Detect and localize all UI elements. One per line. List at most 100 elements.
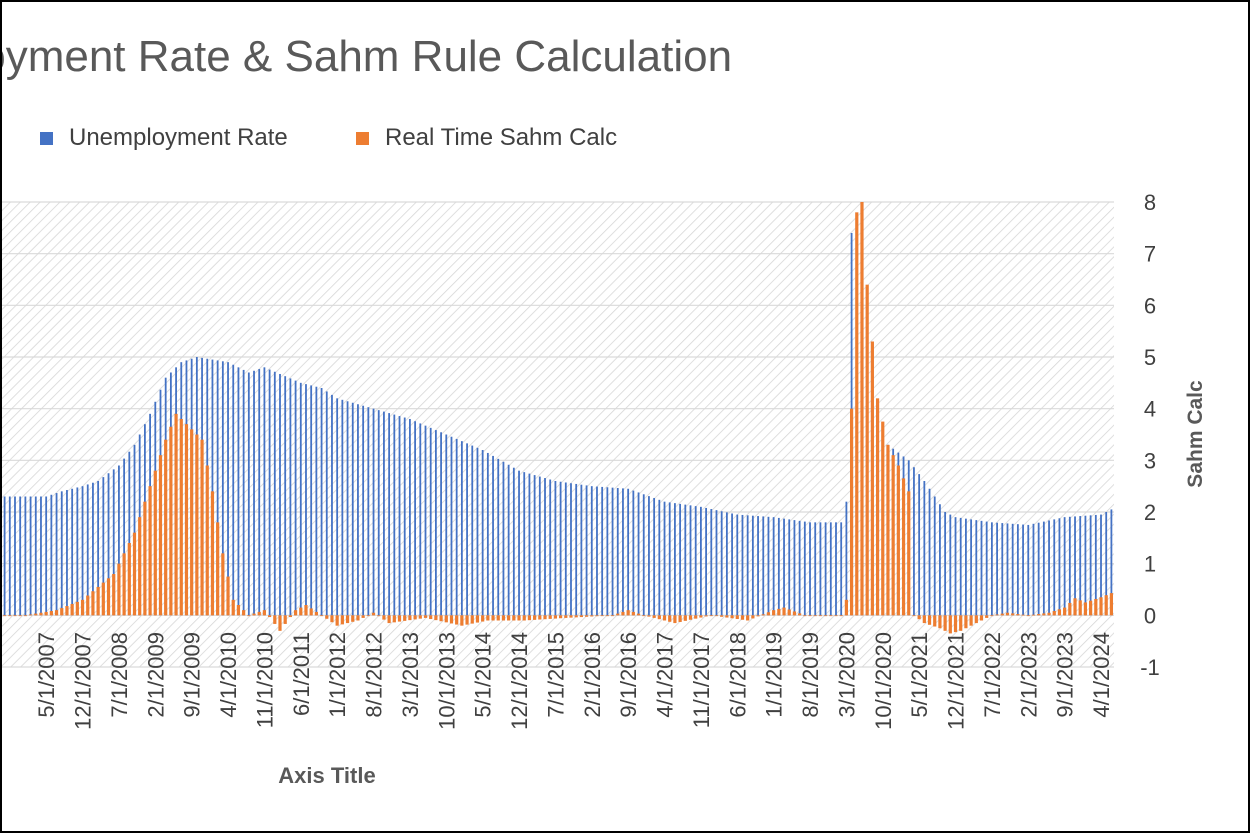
sahm-bar — [34, 613, 38, 616]
x-tick-label: 5/1/2021 — [907, 632, 932, 718]
unemployment-bar — [731, 513, 733, 616]
sahm-bar — [626, 610, 630, 616]
unemployment-bar — [809, 522, 811, 616]
sahm-bars — [2, 202, 1114, 634]
unemployment-bar — [507, 464, 510, 616]
sahm-bar — [226, 576, 230, 616]
sahm-bar — [491, 615, 495, 621]
unemployment-bar — [939, 504, 941, 616]
unemployment-bar — [783, 518, 785, 616]
y-tick-label: 2 — [1144, 500, 1156, 525]
sahm-bar — [1016, 614, 1020, 616]
sahm-bar — [517, 615, 521, 621]
x-tick-label: 12/1/2014 — [507, 632, 532, 730]
unemployment-bar — [970, 519, 973, 616]
legend-item-sahm: Real Time Sahm Calc — [356, 124, 617, 152]
sahm-bar — [787, 609, 791, 616]
unemployment-bar — [263, 367, 266, 616]
unemployment-bar — [845, 501, 848, 616]
sahm-bar — [210, 491, 215, 616]
unemployment-bar — [523, 472, 526, 616]
sahm-bar — [527, 615, 532, 621]
x-tick-label: 6/1/2011 — [289, 632, 314, 716]
unemployment-bar — [990, 522, 993, 616]
sahm-bar — [922, 615, 926, 624]
sahm-bar — [808, 615, 812, 617]
unemployment-bar — [1074, 516, 1076, 616]
sahm-bar — [496, 615, 500, 621]
unemployment-bar — [829, 522, 832, 616]
unemployment-bar — [559, 481, 562, 616]
sahm-bar — [423, 615, 428, 618]
x-tick-label: 11/1/2010 — [252, 632, 277, 728]
sahm-bar — [865, 284, 869, 616]
sahm-bar — [953, 615, 958, 633]
unemployment-bar — [1001, 523, 1004, 616]
sahm-bar — [1037, 614, 1041, 616]
sahm-bar — [216, 522, 220, 616]
sahm-bar — [501, 615, 506, 621]
sahm-bar — [948, 615, 952, 634]
unemployment-bar — [570, 483, 572, 616]
unemployment-bar — [320, 388, 323, 616]
legend-swatch-sahm — [356, 131, 369, 145]
sahm-bar — [798, 613, 802, 616]
unemployment-bar — [460, 441, 463, 616]
sahm-bar — [247, 615, 251, 617]
unemployment-bar — [699, 506, 702, 616]
unemployment-bar — [606, 487, 609, 616]
unemployment-bar — [1006, 523, 1009, 616]
x-tick-label: 9/1/2016 — [616, 632, 641, 718]
x-tick-label: 3/1/2020 — [834, 632, 859, 718]
unemployment-bar — [980, 520, 983, 616]
unemployment-bar — [102, 477, 105, 616]
unemployment-bar — [819, 522, 822, 616]
sahm-bar — [740, 615, 745, 620]
sahm-bar — [917, 615, 921, 620]
sahm-bar — [761, 614, 765, 616]
sahm-bar — [465, 615, 469, 625]
sahm-bar — [418, 615, 422, 619]
x-tick-label: 12/1/2021 — [944, 632, 969, 730]
unemployment-bar — [310, 385, 313, 616]
sahm-bar — [792, 611, 797, 616]
sahm-bar — [642, 615, 646, 617]
unemployment-bar — [45, 496, 48, 616]
sahm-bar — [657, 615, 661, 620]
sahm-bar — [2, 615, 7, 617]
sahm-bar — [933, 615, 937, 627]
sahm-bar — [54, 610, 59, 616]
x-tick-label: 4/1/2017 — [653, 632, 678, 718]
sahm-bar — [392, 615, 396, 623]
sahm-bar — [1021, 614, 1025, 616]
sahm-bar — [704, 615, 708, 617]
unemployment-bar — [346, 401, 349, 616]
x-tick-label: 7/1/2015 — [543, 632, 568, 718]
sahm-bar — [839, 615, 843, 617]
x-tick-label: 7/1/2022 — [980, 632, 1005, 718]
sahm-bar — [377, 615, 381, 617]
sahm-bar — [288, 615, 292, 618]
unemployment-bar — [777, 517, 780, 616]
sahm-bar — [849, 408, 854, 616]
sahm-bar — [153, 470, 157, 616]
x-tick-label: 10/1/2020 — [871, 632, 896, 730]
unemployment-bar — [575, 483, 578, 616]
sahm-bar — [278, 615, 282, 631]
unemployment-bar — [996, 522, 998, 616]
sahm-bar — [668, 615, 672, 622]
unemployment-bar — [601, 486, 604, 616]
sahm-bar — [117, 563, 121, 616]
sahm-bar — [70, 603, 74, 616]
unemployment-bar — [133, 444, 136, 616]
sahm-bar — [782, 607, 786, 616]
sahm-bar — [834, 615, 838, 617]
unemployment-bar — [1084, 515, 1087, 616]
unemployment-bar — [944, 512, 947, 616]
unemployment-bar — [1094, 514, 1097, 616]
sahm-bar — [80, 599, 85, 616]
sahm-bar — [1031, 614, 1036, 616]
unemployment-bar — [388, 413, 391, 616]
y-tick-label: 3 — [1144, 448, 1156, 473]
y-tick-label: 4 — [1144, 397, 1156, 422]
